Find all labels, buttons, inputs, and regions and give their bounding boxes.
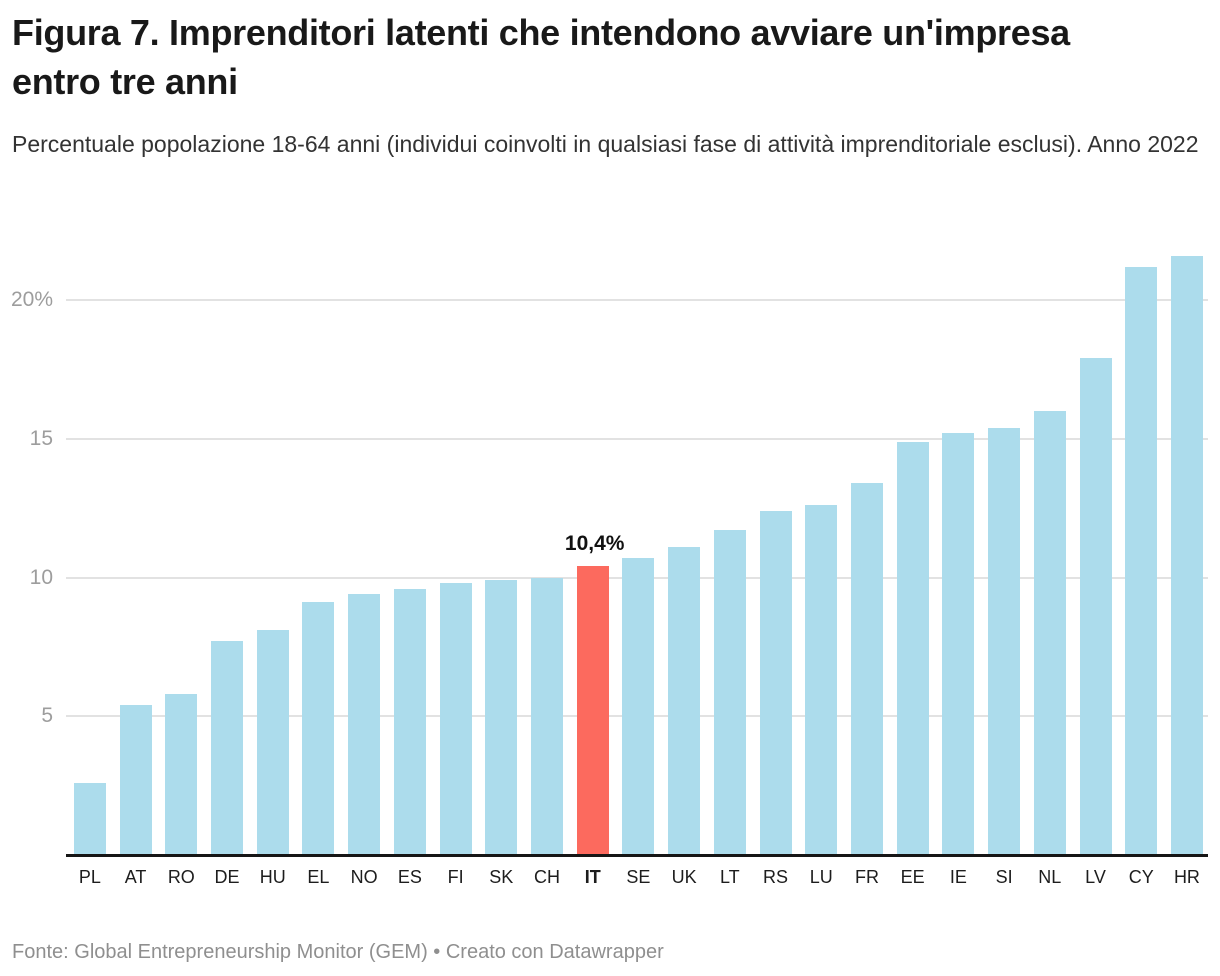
x-label-CY: CY — [1128, 867, 1154, 887]
bar-SK[interactable] — [485, 580, 518, 855]
x-label-HR: HR — [1173, 867, 1200, 887]
bar-EE[interactable] — [896, 441, 929, 855]
x-label-HU: HU — [259, 867, 286, 887]
y-axis-tick-5: 5 — [41, 704, 53, 728]
bar-HR[interactable] — [1170, 255, 1203, 855]
bar-FR[interactable] — [850, 483, 883, 855]
bar-ES[interactable] — [393, 588, 426, 855]
bar-CY[interactable] — [1125, 266, 1158, 855]
x-label-LV: LV — [1085, 867, 1106, 887]
y-axis-tick-15: 15 — [29, 426, 53, 450]
x-axis-line — [66, 854, 1208, 857]
bar-RO[interactable] — [165, 694, 198, 855]
x-label-DE: DE — [214, 867, 240, 887]
x-label-EL: EL — [307, 867, 330, 887]
x-label-ES: ES — [397, 867, 422, 887]
bar-NL[interactable] — [1033, 411, 1066, 855]
bar-FI[interactable] — [439, 583, 472, 855]
x-label-FI: FI — [447, 867, 464, 887]
bar-CH[interactable] — [531, 577, 563, 855]
bar-SI[interactable] — [988, 427, 1021, 855]
y-axis-tick-10: 10 — [29, 565, 53, 589]
gridline-15 — [66, 437, 1208, 440]
bar-IT[interactable] — [576, 566, 609, 855]
source-note: Fonte: Global Entrepreneurship Monitor (… — [12, 941, 664, 963]
bar-PL[interactable] — [73, 782, 106, 855]
x-label-RO: RO — [167, 867, 195, 887]
gridline-20 — [66, 299, 1208, 301]
x-label-LT: LT — [719, 867, 740, 887]
x-label-EE: EE — [900, 867, 925, 887]
x-label-CH: CH — [534, 867, 560, 887]
x-label-LU: LU — [809, 867, 833, 887]
x-label-RS: RS — [763, 867, 789, 887]
x-label-SI: SI — [995, 867, 1013, 887]
bar-LT[interactable] — [713, 530, 746, 855]
x-label-SK: SK — [489, 867, 514, 887]
bar-DE[interactable] — [211, 641, 244, 855]
bar-EL[interactable] — [302, 602, 335, 855]
bar-IE[interactable] — [942, 433, 975, 855]
y-axis-tick-20: 20% — [10, 288, 53, 311]
x-label-AT: AT — [124, 867, 147, 887]
x-label-PL: PL — [78, 867, 101, 887]
bar-HU[interactable] — [256, 630, 289, 855]
chart-title: Figura 7. Imprenditori latenti che inten… — [12, 12, 1070, 102]
x-label-IE: IE — [949, 867, 967, 887]
bar-AT[interactable] — [119, 705, 152, 855]
bar-NO[interactable] — [348, 594, 381, 855]
bar-LU[interactable] — [805, 505, 838, 855]
x-label-FR: FR — [854, 867, 879, 887]
bar-SE[interactable] — [622, 558, 655, 855]
x-label-SE: SE — [626, 867, 651, 887]
x-label-NL: NL — [1038, 867, 1062, 887]
x-label-NO: NO — [350, 867, 378, 887]
chart-subtitle: Percentuale popolazione 18-64 anni (indi… — [12, 131, 1199, 157]
x-label-IT: IT — [584, 867, 601, 887]
bar-LV[interactable] — [1079, 358, 1112, 855]
bar-UK[interactable] — [668, 546, 701, 855]
bar-RS[interactable] — [759, 510, 792, 855]
x-label-UK: UK — [671, 867, 697, 887]
highlight-value-label: 10,4% — [564, 532, 625, 556]
